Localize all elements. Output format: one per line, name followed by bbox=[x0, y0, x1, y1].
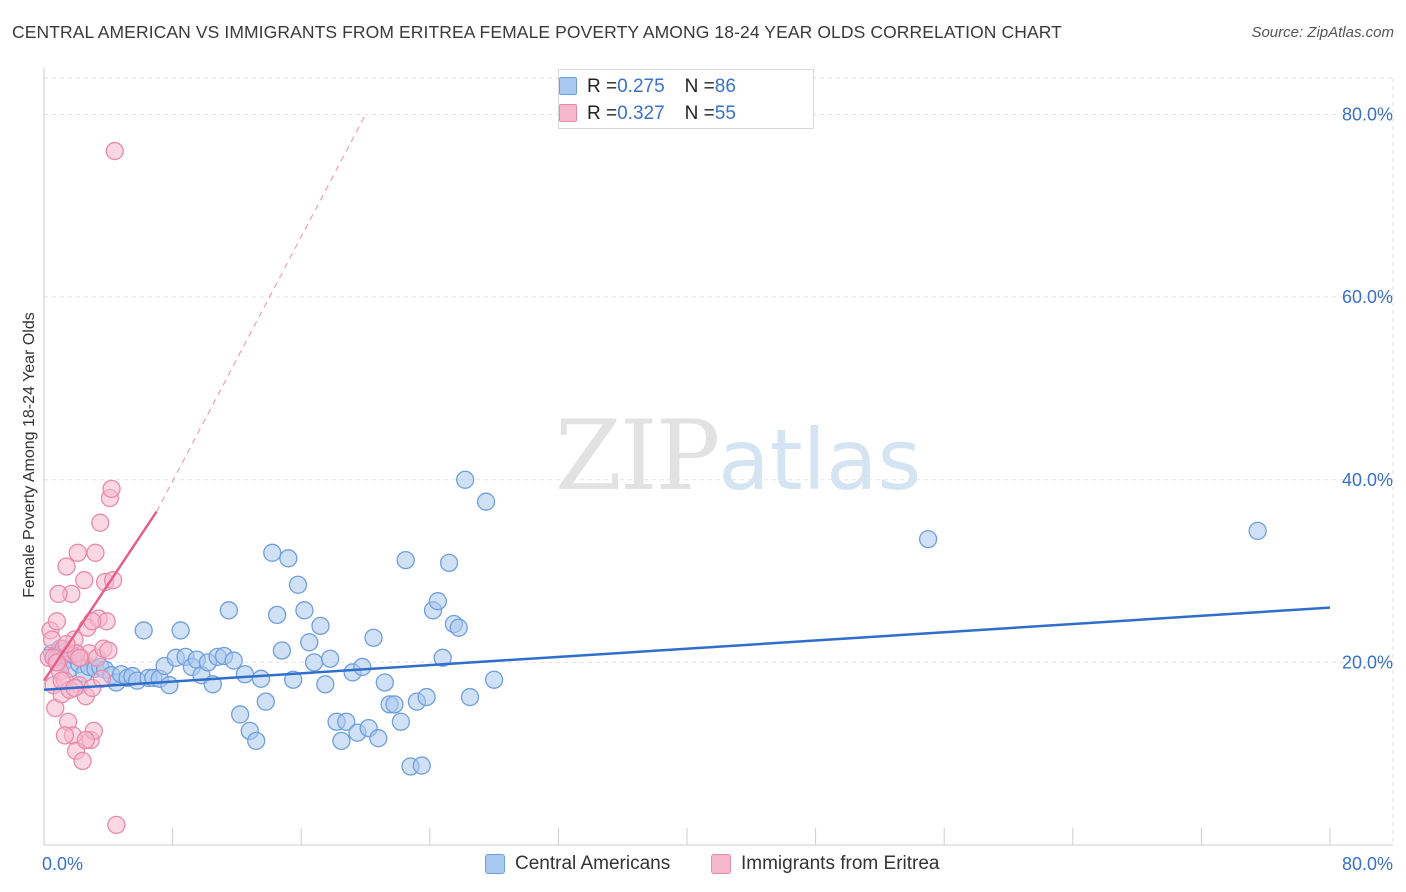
trend-line-central-americans bbox=[43, 606, 1331, 692]
data-point bbox=[263, 543, 282, 562]
y-tick-label: 60.0% bbox=[1342, 287, 1393, 307]
data-point bbox=[251, 669, 271, 688]
data-point bbox=[433, 648, 452, 667]
data-point bbox=[449, 618, 468, 637]
data-point bbox=[337, 712, 356, 731]
tick-labels: 20.0% 40.0% 60.0% 80.0% 0.0% 80.0% bbox=[42, 105, 1393, 874]
data-point bbox=[102, 479, 121, 499]
r-value: 0.275 bbox=[617, 76, 665, 97]
legend-item-immigrants-from-eritrea[interactable]: Immigrants from Eritrea bbox=[711, 852, 939, 876]
data-point bbox=[375, 673, 394, 692]
data-point bbox=[235, 665, 255, 684]
legend-swatch-pink bbox=[711, 854, 731, 874]
data-point bbox=[99, 641, 118, 660]
y-tick-label: 40.0% bbox=[1342, 470, 1393, 490]
data-point bbox=[300, 633, 319, 652]
data-point bbox=[412, 756, 431, 775]
data-point bbox=[332, 731, 351, 751]
legend-label: Central Americans bbox=[515, 853, 671, 874]
n-value: 55 bbox=[714, 103, 736, 124]
trend-lines bbox=[42, 114, 1331, 692]
data-point bbox=[417, 687, 436, 707]
data-point bbox=[304, 653, 324, 672]
data-point bbox=[267, 605, 287, 625]
data-point bbox=[311, 616, 330, 636]
data-point bbox=[160, 676, 179, 695]
data-point bbox=[256, 692, 275, 711]
data-point bbox=[1248, 521, 1267, 541]
trend-line-eritrea-extension bbox=[155, 114, 367, 512]
legend-row-eritrea: R = 0.327 N = 55 bbox=[559, 102, 736, 126]
r-label: R = bbox=[587, 103, 618, 124]
watermark-atlas: atlas bbox=[718, 411, 922, 509]
watermark-zip: ZIP bbox=[555, 400, 720, 512]
data-point bbox=[391, 712, 411, 731]
series-central-americans bbox=[42, 470, 1267, 776]
data-point bbox=[385, 695, 404, 714]
data-point bbox=[224, 651, 243, 670]
correlation-legend: R = 0.275 N = 86 R = 0.327 N = 55 bbox=[558, 69, 814, 129]
data-point bbox=[484, 670, 504, 689]
data-point bbox=[68, 543, 87, 562]
y-tick-label: 20.0% bbox=[1342, 652, 1393, 672]
y-tick-label: 80.0% bbox=[1342, 105, 1393, 125]
legend-swatch-blue bbox=[559, 77, 577, 95]
data-point bbox=[91, 513, 110, 532]
n-value: 86 bbox=[714, 76, 736, 97]
source-credit: Source: ZipAtlas.com bbox=[1251, 24, 1394, 41]
chart-title: CENTRAL AMERICAN VS IMMIGRANTS FROM ERIT… bbox=[12, 22, 1062, 42]
legend-item-central-americans[interactable]: Central Americans bbox=[485, 852, 670, 876]
trend-line-eritrea bbox=[42, 511, 158, 682]
data-point bbox=[272, 641, 292, 660]
data-point bbox=[316, 675, 335, 694]
legend-swatch-pink bbox=[559, 104, 577, 122]
data-point bbox=[320, 649, 340, 668]
data-point bbox=[439, 553, 459, 573]
r-label: R = bbox=[587, 76, 618, 97]
data-point bbox=[219, 601, 239, 620]
data-point bbox=[284, 670, 303, 689]
data-point bbox=[428, 592, 447, 611]
legend-row-central-americans: R = 0.275 N = 86 bbox=[559, 75, 736, 99]
data-point bbox=[396, 550, 415, 570]
data-point bbox=[55, 726, 75, 745]
data-point bbox=[918, 529, 938, 549]
legend-swatch-blue bbox=[485, 854, 505, 874]
n-label: N = bbox=[684, 103, 715, 124]
r-value: 0.327 bbox=[617, 103, 665, 124]
data-point bbox=[230, 705, 250, 724]
data-point bbox=[364, 628, 383, 647]
data-point bbox=[76, 730, 95, 750]
data-point bbox=[86, 543, 105, 562]
data-point bbox=[57, 557, 76, 576]
data-point bbox=[279, 549, 298, 568]
data-point bbox=[107, 815, 126, 835]
x-tick-label-max: 80.0% bbox=[1342, 854, 1393, 874]
data-point bbox=[288, 575, 308, 594]
data-point bbox=[476, 492, 496, 511]
data-point bbox=[49, 584, 68, 604]
n-label: N = bbox=[684, 76, 715, 97]
data-point bbox=[460, 687, 480, 707]
data-point bbox=[47, 612, 67, 631]
axes bbox=[43, 68, 1393, 846]
data-point bbox=[353, 657, 372, 677]
data-point bbox=[134, 621, 153, 640]
data-point bbox=[171, 621, 190, 640]
data-point bbox=[75, 571, 94, 590]
data-point bbox=[70, 648, 89, 667]
data-point bbox=[105, 141, 124, 161]
watermark: ZIPatlas bbox=[555, 400, 921, 512]
data-point bbox=[73, 751, 92, 771]
series-immigrants-from-eritrea bbox=[39, 141, 126, 835]
x-tick-label-min: 0.0% bbox=[42, 854, 83, 874]
data-point bbox=[369, 729, 388, 748]
data-point bbox=[295, 601, 314, 620]
data-point bbox=[456, 470, 475, 489]
data-point bbox=[247, 731, 266, 751]
legend-label: Immigrants from Eritrea bbox=[741, 853, 940, 874]
